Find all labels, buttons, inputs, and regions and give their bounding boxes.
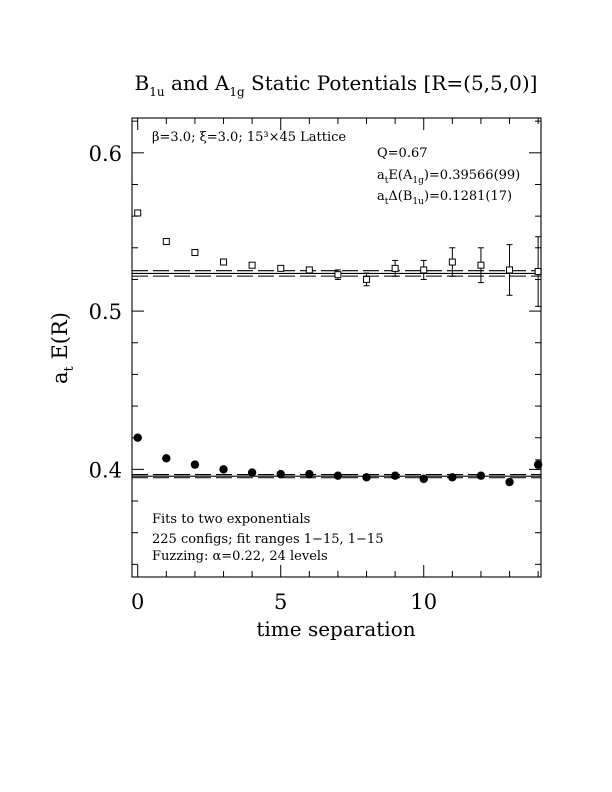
data-point-circle — [476, 471, 486, 480]
data-point-circle — [533, 460, 543, 469]
y-tick-label: 0.6 — [89, 142, 122, 166]
data-point-square — [391, 264, 399, 272]
data-point-circle — [305, 469, 314, 479]
data-point-circle — [162, 454, 171, 463]
data-point-square — [277, 264, 285, 272]
data-point-square — [220, 258, 228, 266]
data-point-circle — [505, 477, 514, 487]
data-point-square — [248, 261, 256, 269]
data-point-square — [191, 249, 199, 257]
data-point-circle — [276, 469, 285, 479]
annotation-fuzzing: Fuzzing: α=0.22, 24 levels — [152, 549, 328, 564]
x-tick-label: 0 — [131, 590, 144, 614]
data-point-circle — [247, 468, 257, 477]
data-point-circle — [190, 460, 200, 469]
x-tick-label: 10 — [410, 590, 437, 614]
data-point-square — [506, 266, 514, 274]
data-point-square — [420, 266, 428, 274]
data-point-circle — [219, 465, 228, 474]
annotation-fit-ranges: 225 configs; fit ranges 1−15, 1−15 — [152, 532, 383, 547]
data-point-circle — [333, 471, 343, 480]
annotation-q: Q=0.67 — [377, 146, 428, 161]
annotation-fit-method: Fits to two exponentials — [152, 512, 310, 527]
data-point-circle — [133, 433, 142, 442]
annotation-lattice: β=3.0; ξ=3.0; 15³×45 Lattice — [152, 130, 346, 145]
data-point-square — [162, 237, 170, 245]
data-point-square — [448, 258, 456, 266]
data-point-circle — [362, 473, 371, 482]
data-point-square — [134, 209, 142, 217]
annotation-gap: atΔ(B1u)=0.1281(17) — [377, 189, 512, 207]
y-tick-label: 0.4 — [89, 458, 122, 482]
plot-frame — [131, 117, 542, 578]
data-point-circle — [390, 471, 400, 480]
data-point-circle — [448, 473, 457, 482]
data-point-circle — [419, 474, 428, 484]
data-point-square — [477, 261, 485, 269]
data-point-square — [334, 271, 342, 279]
data-point-square — [534, 268, 542, 276]
x-axis-label: time separation — [256, 617, 415, 641]
annotation-energy: atE(A1g)=0.39566(99) — [377, 168, 520, 186]
data-point-square — [305, 266, 313, 274]
y-axis-label: at E(R) — [48, 312, 77, 384]
data-point-square — [363, 275, 371, 283]
chart-title: B1u and A1g Static Potentials [R=(5,5,0)… — [135, 71, 538, 99]
y-tick-label: 0.5 — [89, 300, 122, 324]
x-tick-label: 5 — [274, 590, 287, 614]
